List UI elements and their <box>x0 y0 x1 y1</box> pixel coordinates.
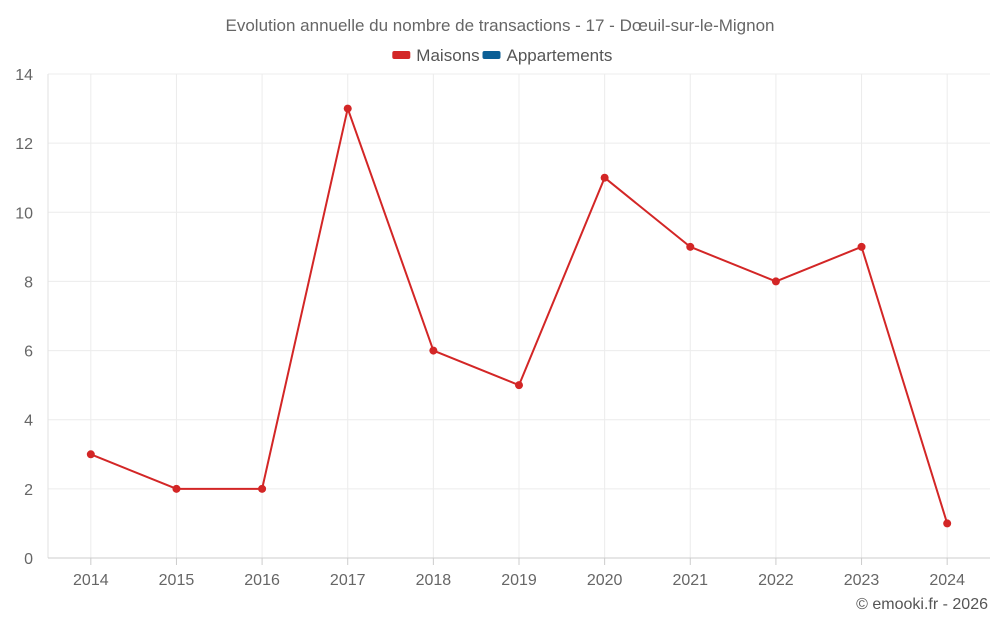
data-point-2015[interactable] <box>172 484 181 493</box>
legend-swatch <box>482 51 501 59</box>
grid <box>48 73 990 559</box>
series-maisons <box>86 104 952 528</box>
data-point-2014[interactable] <box>86 450 95 459</box>
legend: Maisons Appartements <box>392 46 612 65</box>
x-tick-label: 2024 <box>929 572 965 589</box>
data-point-2024[interactable] <box>943 519 952 528</box>
y-tick-label: 12 <box>15 136 33 153</box>
x-tick-label: 2022 <box>758 572 794 589</box>
data-point-2020[interactable] <box>600 173 609 182</box>
axes: 0 2 4 6 8 10 12 14 2014 2015 2016 2017 2018 2019 2020 2… <box>15 67 990 589</box>
legend-label: Appartements <box>507 46 613 65</box>
x-tick-label: 2016 <box>244 572 280 589</box>
y-tick-label: 6 <box>24 344 33 361</box>
y-tick-label: 8 <box>24 274 33 291</box>
legend-swatch <box>392 51 411 59</box>
x-tick-label: 2020 <box>587 572 623 589</box>
data-point-2022[interactable] <box>771 277 780 286</box>
data-point-2018[interactable] <box>429 346 438 355</box>
x-tick-label: 2018 <box>416 572 452 589</box>
x-tick-label: 2023 <box>844 572 880 589</box>
data-point-2016[interactable] <box>258 484 267 493</box>
y-tick-label: 0 <box>24 551 33 568</box>
y-tick-label: 14 <box>15 67 33 84</box>
legend-item-maisons[interactable]: Maisons <box>392 46 480 65</box>
chart-title: Evolution annuelle du nombre de transact… <box>226 16 775 35</box>
y-tick-label: 4 <box>24 413 33 430</box>
data-point-2023[interactable] <box>857 242 866 251</box>
x-tick-label: 2014 <box>73 572 109 589</box>
data-point-2021[interactable] <box>686 242 695 251</box>
data-point-2019[interactable] <box>515 381 523 390</box>
y-tick-label: 2 <box>24 482 33 499</box>
y-tick-label: 10 <box>15 205 33 222</box>
credit-text: © emooki.fr - 2026 <box>856 596 988 613</box>
x-tick-label: 2015 <box>159 572 195 589</box>
data-point-2017[interactable] <box>343 104 352 113</box>
x-tick-label: 2021 <box>672 572 708 589</box>
x-tick-label: 2019 <box>501 572 537 589</box>
x-tick-label: 2017 <box>330 572 366 589</box>
legend-item-appartements[interactable]: Appartements <box>482 46 613 65</box>
legend-label: Maisons <box>416 46 479 65</box>
series <box>86 104 952 528</box>
